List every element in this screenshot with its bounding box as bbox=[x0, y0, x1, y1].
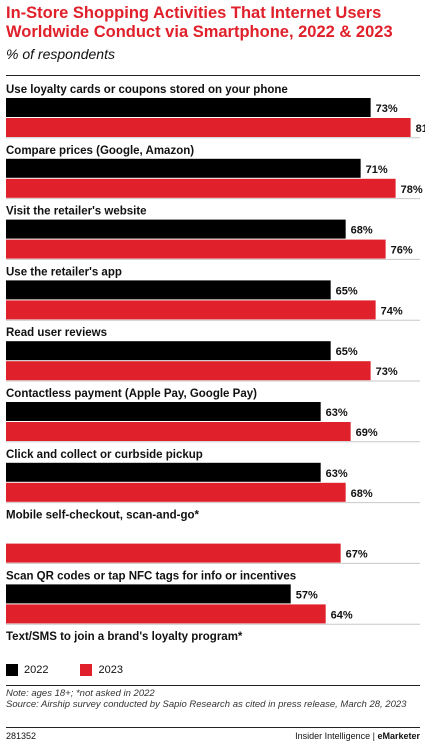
value-label-2023-scan-qr-codes-or-tap-nfc-tags-for-info-or-incentives: 64% bbox=[331, 609, 353, 621]
chart-notes: Note: ages 18+; *not asked in 2022 Sourc… bbox=[6, 688, 418, 710]
brand-separator: | bbox=[370, 731, 378, 741]
bar-2023-read-user-reviews bbox=[6, 361, 371, 381]
category-label-visit-the-retailer-s-website: Visit the retailer's website bbox=[6, 206, 147, 218]
chart-title: In-Store Shopping Activities That Intern… bbox=[6, 4, 393, 41]
legend-swatch-2022 bbox=[6, 664, 18, 676]
value-label-2022-click-and-collect-or-curbside-pickup: 63% bbox=[326, 468, 348, 480]
value-label-2022-visit-the-retailer-s-website: 68% bbox=[351, 225, 373, 237]
bar-2023-scan-qr-codes-or-tap-nfc-tags-for-info-or-incentives bbox=[6, 604, 326, 624]
value-label-2022-read-user-reviews: 65% bbox=[336, 346, 358, 358]
bar-2022-click-and-collect-or-curbside-pickup bbox=[6, 462, 321, 482]
bar-2023-click-and-collect-or-curbside-pickup bbox=[6, 482, 346, 502]
value-label-2023-compare-prices-google-amazon: 78% bbox=[401, 184, 423, 196]
value-label-2023-click-and-collect-or-curbside-pickup: 68% bbox=[351, 488, 373, 500]
bar-2023-mobile-self-checkout-scan-and-go bbox=[6, 543, 341, 563]
legend-swatch-2023 bbox=[80, 664, 93, 676]
legend-item-2022: 2022 bbox=[6, 664, 48, 676]
category-label-read-user-reviews: Read user reviews bbox=[6, 327, 107, 339]
bar-2023-use-loyalty-cards-or-coupons-stored-on-your-phone bbox=[6, 118, 411, 137]
category-label-click-and-collect-or-curbside-pickup: Click and collect or curbside pickup bbox=[6, 449, 203, 461]
category-label-mobile-self-checkout-scan-and-go: Mobile self-checkout, scan-and-go* bbox=[6, 510, 199, 522]
value-label-2023-visit-the-retailer-s-website: 76% bbox=[391, 245, 413, 257]
bar-2022-use-the-retailer-s-app bbox=[6, 280, 331, 300]
bar-2022-scan-qr-codes-or-tap-nfc-tags-for-info-or-incentives bbox=[6, 584, 291, 604]
footer-divider bbox=[6, 727, 420, 728]
brand-insider-intelligence: Insider Intelligence bbox=[295, 731, 371, 741]
category-label-use-loyalty-cards-or-coupons-stored-on-your-phone: Use loyalty cards or coupons stored on y… bbox=[6, 84, 288, 96]
value-label-2023-use-loyalty-cards-or-coupons-stored-on-your-phone: 81% bbox=[416, 123, 425, 135]
bar-chart: Use loyalty cards or coupons stored on y… bbox=[6, 84, 425, 643]
bar-2023-use-the-retailer-s-app bbox=[6, 300, 376, 320]
category-label-scan-qr-codes-or-tap-nfc-tags-for-info-or-incentives: Scan QR codes or tap NFC tags for info o… bbox=[6, 570, 296, 582]
value-label-2022-use-the-retailer-s-app: 65% bbox=[336, 285, 358, 297]
brand-emarketer: eMarketer bbox=[377, 731, 420, 741]
value-label-2023-use-the-retailer-s-app: 74% bbox=[381, 305, 403, 317]
legend-label-2023: 2023 bbox=[98, 664, 123, 676]
bottom-divider bbox=[6, 685, 420, 686]
chart-id: 281352 bbox=[6, 731, 37, 741]
value-label-2022-use-loyalty-cards-or-coupons-stored-on-your-phone: 73% bbox=[376, 103, 398, 115]
legend-label-2022: 2022 bbox=[24, 664, 49, 676]
source-text: Source: Airship survey conducted by Sapi… bbox=[6, 699, 407, 710]
bar-2022-visit-the-retailer-s-website bbox=[6, 219, 346, 239]
bar-2023-visit-the-retailer-s-website bbox=[6, 239, 386, 259]
category-label-contactless-payment-apple-pay-google-pay: Contactless payment (Apple Pay, Google P… bbox=[6, 388, 257, 400]
category-label-use-the-retailer-s-app: Use the retailer's app bbox=[6, 266, 122, 278]
bar-2022-use-loyalty-cards-or-coupons-stored-on-your-phone bbox=[6, 98, 371, 117]
top-divider bbox=[6, 75, 420, 76]
footer: 281352 Insider Intelligence | eMarketer bbox=[6, 731, 420, 741]
value-label-2022-contactless-payment-apple-pay-google-pay: 63% bbox=[326, 407, 348, 419]
brand-credit: Insider Intelligence | eMarketer bbox=[295, 731, 420, 741]
note-text: Note: ages 18+; *not asked in 2022 bbox=[6, 688, 155, 699]
legend-item-2023: 2023 bbox=[80, 664, 123, 676]
category-label-text-sms-to-join-a-brand-s-loyalty-program: Text/SMS to join a brand's loyalty progr… bbox=[6, 631, 243, 643]
bar-2022-compare-prices-google-amazon bbox=[6, 158, 361, 178]
value-label-2023-mobile-self-checkout-scan-and-go: 67% bbox=[346, 549, 368, 561]
bar-2023-compare-prices-google-amazon bbox=[6, 178, 396, 198]
value-label-2022-compare-prices-google-amazon: 71% bbox=[366, 164, 388, 176]
chart-subtitle: % of respondents bbox=[6, 46, 115, 62]
category-label-compare-prices-google-amazon: Compare prices (Google, Amazon) bbox=[6, 145, 194, 157]
value-label-2023-contactless-payment-apple-pay-google-pay: 69% bbox=[356, 427, 378, 439]
bar-2023-contactless-payment-apple-pay-google-pay bbox=[6, 422, 351, 441]
value-label-2023-read-user-reviews: 73% bbox=[376, 366, 398, 378]
value-label-2022-scan-qr-codes-or-tap-nfc-tags-for-info-or-incentives: 57% bbox=[296, 589, 318, 601]
chart-legend: 2022 2023 bbox=[6, 664, 155, 676]
bar-2022-contactless-payment-apple-pay-google-pay bbox=[6, 402, 321, 421]
bar-2022-read-user-reviews bbox=[6, 341, 331, 361]
